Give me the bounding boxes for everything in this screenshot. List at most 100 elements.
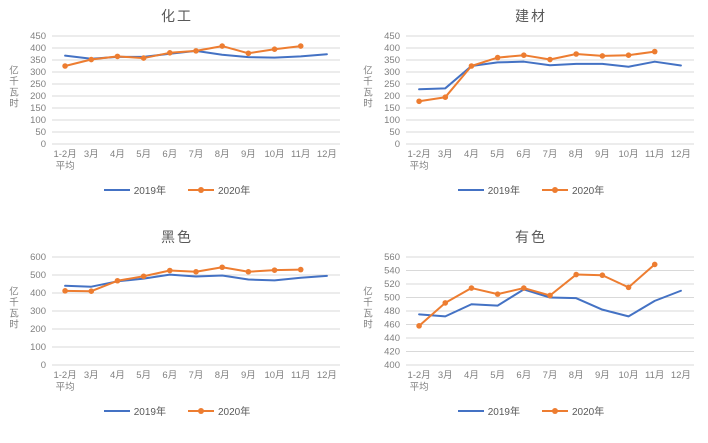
series-marker-2020年 [297,43,304,49]
chart-title: 化工 [161,8,193,24]
y-axis-label-char: 亿 [9,65,19,77]
y-tick-label: 450 [30,31,46,42]
series-marker-2020年 [271,267,278,273]
x-tick-label: 6月 [516,149,531,160]
x-tick-label-line2: 平均 [56,160,75,172]
y-tick-label: 350 [30,55,46,66]
series-marker-2020年 [167,50,173,56]
series-marker-2020年 [88,288,95,294]
legend-item-2019: 2019年 [457,182,520,197]
y-tick-label: 250 [384,79,400,90]
x-tick-label: 5月 [490,149,505,160]
series-marker-2020年 [245,268,252,275]
y-tick-label: 300 [30,67,46,78]
series-marker-2020年 [140,273,147,280]
y-tick-label: 400 [384,43,400,54]
legend-line-2019 [103,188,130,191]
series-marker-2020年 [416,323,422,329]
legend-item-2020: 2020年 [542,403,604,418]
x-tick-label: 9月 [241,149,256,160]
x-tick-label: 11月 [645,149,664,160]
y-tick-label: 600 [30,252,46,263]
x-tick-label: 12月 [671,370,691,381]
x-tick-label: 4月 [110,370,125,381]
y-tick-label: 50 [389,127,400,138]
series-marker-2020年 [114,53,121,60]
x-tick-label: 5月 [136,149,151,160]
y-axis-label-char: 亿 [363,65,373,77]
y-axis-label-char: 亿 [363,286,373,298]
x-tick-label: 8月 [569,149,584,160]
series-marker-2020年 [468,285,475,291]
y-tick-label: 480 [384,306,400,317]
y-axis-label-char: 千 [9,77,19,88]
y-tick-label: 200 [384,91,400,102]
legend-label-2020: 2020年 [572,186,605,197]
y-axis-label-char: 瓦 [9,88,19,99]
legend: 2019年 2020年 [354,403,708,418]
y-tick-label: 500 [384,293,400,304]
legend-marker-dot [552,407,558,414]
y-tick-label: 460 [384,320,400,331]
x-tick-label: 7月 [543,149,558,160]
x-tick-label: 4月 [464,370,479,381]
chart-title: 有色 [515,229,547,245]
y-tick-label: 150 [30,103,46,114]
series-line-2020年 [64,266,302,293]
x-tick-label: 11月 [645,370,664,381]
x-tick-label: 12月 [317,370,337,381]
legend-marker-dot [552,186,558,193]
y-tick-label: 200 [30,91,46,102]
series-marker-2020年 [547,292,553,299]
x-tick-label: 7月 [543,370,558,381]
legend-line-2019 [457,409,484,412]
series-marker-2020年 [193,268,199,275]
series-marker-2020年 [573,271,579,278]
series-line-2019年 [418,60,682,91]
series-marker-2020年 [219,264,225,271]
x-tick-label-line2: 平均 [410,160,429,172]
x-tick-label: 1-2月 [53,370,76,381]
series-line-2020年 [64,45,302,67]
series-marker-2020年 [88,56,95,63]
y-tick-label: 540 [384,266,400,277]
x-tick-label: 10月 [265,370,285,381]
x-tick-label: 12月 [317,149,337,160]
y-tick-label: 0 [41,360,46,371]
x-tick-label: 5月 [490,370,505,381]
y-tick-label: 0 [395,139,400,150]
x-tick-label: 8月 [215,149,230,160]
y-tick-label: 300 [384,67,400,78]
x-tick-label: 12月 [671,149,691,160]
x-tick-label: 6月 [516,370,531,381]
legend-item-2019: 2019年 [103,403,166,418]
chart-title: 建材 [515,8,547,24]
y-tick-label: 250 [30,79,46,90]
x-tick-label: 4月 [464,149,479,160]
y-tick-label: 400 [384,360,400,371]
series-line-2020年 [418,263,656,327]
legend-line-2019 [103,409,130,412]
x-tick-label: 5月 [136,370,151,381]
y-axis-label-char: 瓦 [9,309,19,320]
series-marker-2020年 [599,272,606,279]
series-marker-2020年 [167,267,173,274]
x-tick-label: 11月 [291,149,310,160]
x-tick-label: 10月 [619,370,639,381]
y-tick-label: 300 [30,306,46,317]
x-tick-label: 1-2月 [407,149,430,160]
x-tick-label: 3月 [84,370,99,381]
legend-item-2020: 2020年 [542,182,604,197]
series-marker-2020年 [442,94,449,100]
chart-huagong: 化工 0 50 100 150 200 250 300 350 400 450 1-2月 平均 3月 4月… [0,0,354,221]
x-tick-label: 10月 [265,149,285,160]
series-marker-2020年 [625,284,632,291]
chart-heise: 黑色 0 100 200 300 400 500 600 1-2月 平均 3月 4月 5月 6月 7月 8月… [0,221,354,443]
y-axis-label-char: 时 [363,319,373,331]
series-marker-2020年 [521,52,527,58]
series-line-2020年 [418,50,656,103]
